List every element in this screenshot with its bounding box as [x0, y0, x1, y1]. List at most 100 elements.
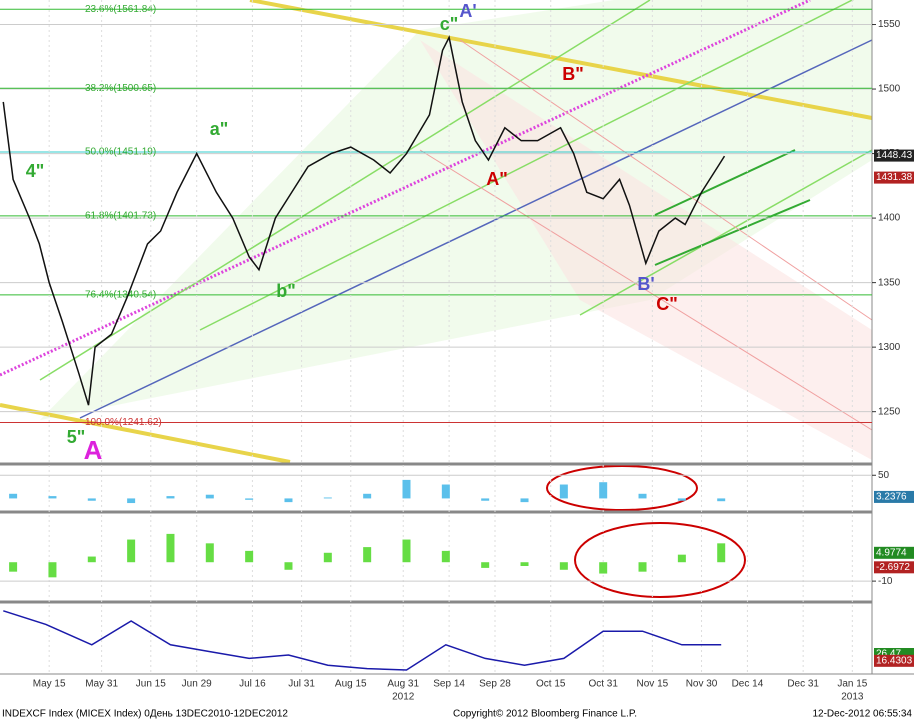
histogram-bar — [166, 533, 175, 563]
histogram-bar — [717, 543, 726, 563]
value-box-label: 1431.38 — [876, 172, 913, 183]
x-tick-label: Nov 15 — [637, 679, 669, 690]
fib-label: 38.2%(1500.65) — [85, 83, 156, 94]
histogram-bar — [402, 479, 411, 499]
histogram-bar — [9, 493, 18, 499]
value-box — [874, 149, 914, 162]
histogram-bar — [127, 498, 136, 504]
histogram-bar — [363, 547, 372, 563]
x-tick-label: May 31 — [85, 679, 118, 690]
value-box — [874, 490, 914, 503]
histogram-bar — [441, 550, 450, 563]
y-tick-label: 1300 — [878, 342, 901, 353]
histogram-bar — [9, 562, 18, 572]
year-label: 2012 — [392, 692, 415, 703]
year-label: 2013 — [841, 692, 864, 703]
histogram-bar — [677, 554, 686, 563]
histogram-bar — [48, 562, 57, 578]
histogram-bar — [559, 562, 568, 570]
x-tick-label: Sep 14 — [433, 679, 465, 690]
y-tick-label: 1400 — [878, 213, 901, 224]
x-tick-label: Sep 28 — [479, 679, 511, 690]
fib-label: 50.0%(1451.19) — [85, 147, 156, 158]
histogram-bar — [245, 550, 254, 563]
value-box — [874, 561, 914, 574]
value-box-label: 16.4303 — [876, 655, 913, 666]
histogram-bar — [481, 498, 490, 501]
panel-borders — [0, 0, 914, 675]
histogram-bar — [599, 562, 608, 574]
histogram-bar — [323, 552, 332, 563]
wave-label: 5" — [67, 427, 86, 447]
fib-label: 100.0%(1241.62) — [85, 417, 162, 428]
y-tick-label: 1550 — [878, 19, 901, 30]
wave-label: a" — [210, 119, 229, 139]
x-tick-label: Jul 31 — [288, 679, 315, 690]
histogram-bar — [205, 494, 214, 499]
histogram-bar — [166, 496, 175, 499]
fib-label: 76.4%(1340.54) — [85, 289, 156, 300]
x-tick-label: Dec 31 — [787, 679, 819, 690]
histogram-bar — [481, 562, 490, 568]
value-box — [874, 654, 914, 667]
x-tick-label: Dec 14 — [732, 679, 764, 690]
value-box-label: 26.47 — [876, 649, 901, 660]
histogram-bar — [559, 484, 568, 499]
histogram-bar — [87, 498, 96, 501]
x-tick-label: Nov 30 — [686, 679, 718, 690]
value-box-label: -2.6972 — [876, 562, 910, 573]
histogram-bar — [323, 497, 332, 499]
footer-center: Copyright© 2012 Bloomberg Finance L.P. — [453, 709, 637, 720]
wave-label: A — [84, 435, 103, 465]
footer-left: INDEXCF Index (MICEX Index) 0День 13DEC2… — [2, 709, 288, 720]
histogram-bar — [599, 482, 608, 499]
trend-lines — [0, 0, 873, 598]
value-box — [874, 546, 914, 559]
x-tick-label: Jun 29 — [182, 679, 212, 690]
wave-label: c" — [440, 14, 459, 34]
histogram-bar — [284, 562, 293, 570]
x-tick-label: Jul 16 — [239, 679, 266, 690]
wave-label: b" — [276, 281, 296, 301]
histogram-bar — [441, 484, 450, 499]
histogram-bar — [87, 556, 96, 563]
y-tick-label: 50 — [878, 470, 890, 481]
y-tick-label: 1350 — [878, 277, 901, 288]
wave-label: B' — [637, 274, 654, 294]
wave-label: A" — [486, 169, 508, 189]
x-tick-label: Aug 15 — [335, 679, 367, 690]
price-line — [3, 610, 722, 671]
histogram-bar — [205, 543, 214, 563]
footer-right: 12-Dec-2012 06:55:34 — [812, 709, 912, 720]
wave-label: 4" — [26, 161, 45, 181]
value-box-label: 1448.43 — [876, 150, 913, 161]
histogram-bar — [127, 539, 136, 563]
histogram-bar — [284, 498, 293, 503]
x-tick-label: May 15 — [33, 679, 66, 690]
histogram-bar — [48, 496, 57, 499]
value-box — [874, 171, 914, 184]
histogram-bar — [245, 498, 254, 500]
value-box-label: 3.2376 — [876, 492, 907, 503]
wave-label: A' — [459, 1, 476, 21]
histogram-bar — [402, 539, 411, 563]
y-tick-label: 1500 — [878, 84, 901, 95]
histogram-bar — [717, 498, 726, 502]
histogram-bar — [638, 493, 647, 499]
histogram-bar — [520, 498, 529, 503]
fib-label: 61.8%(1401.73) — [85, 211, 156, 222]
y-tick-label: 1250 — [878, 406, 901, 417]
fib-label: 23.6%(1561.84) — [85, 4, 156, 15]
value-box-label: 4.9774 — [876, 547, 907, 558]
price-line — [2, 35, 726, 406]
histogram-bar — [638, 562, 647, 572]
histogram-bar — [520, 562, 529, 566]
x-tick-label: Jun 15 — [136, 679, 166, 690]
x-tick-label: Aug 31 — [387, 679, 419, 690]
wave-label: B" — [562, 64, 584, 84]
x-tick-label: Oct 15 — [536, 679, 566, 690]
x-tick-label: Oct 31 — [588, 679, 618, 690]
histogram-bar — [677, 498, 686, 501]
histogram-bar — [363, 493, 372, 499]
